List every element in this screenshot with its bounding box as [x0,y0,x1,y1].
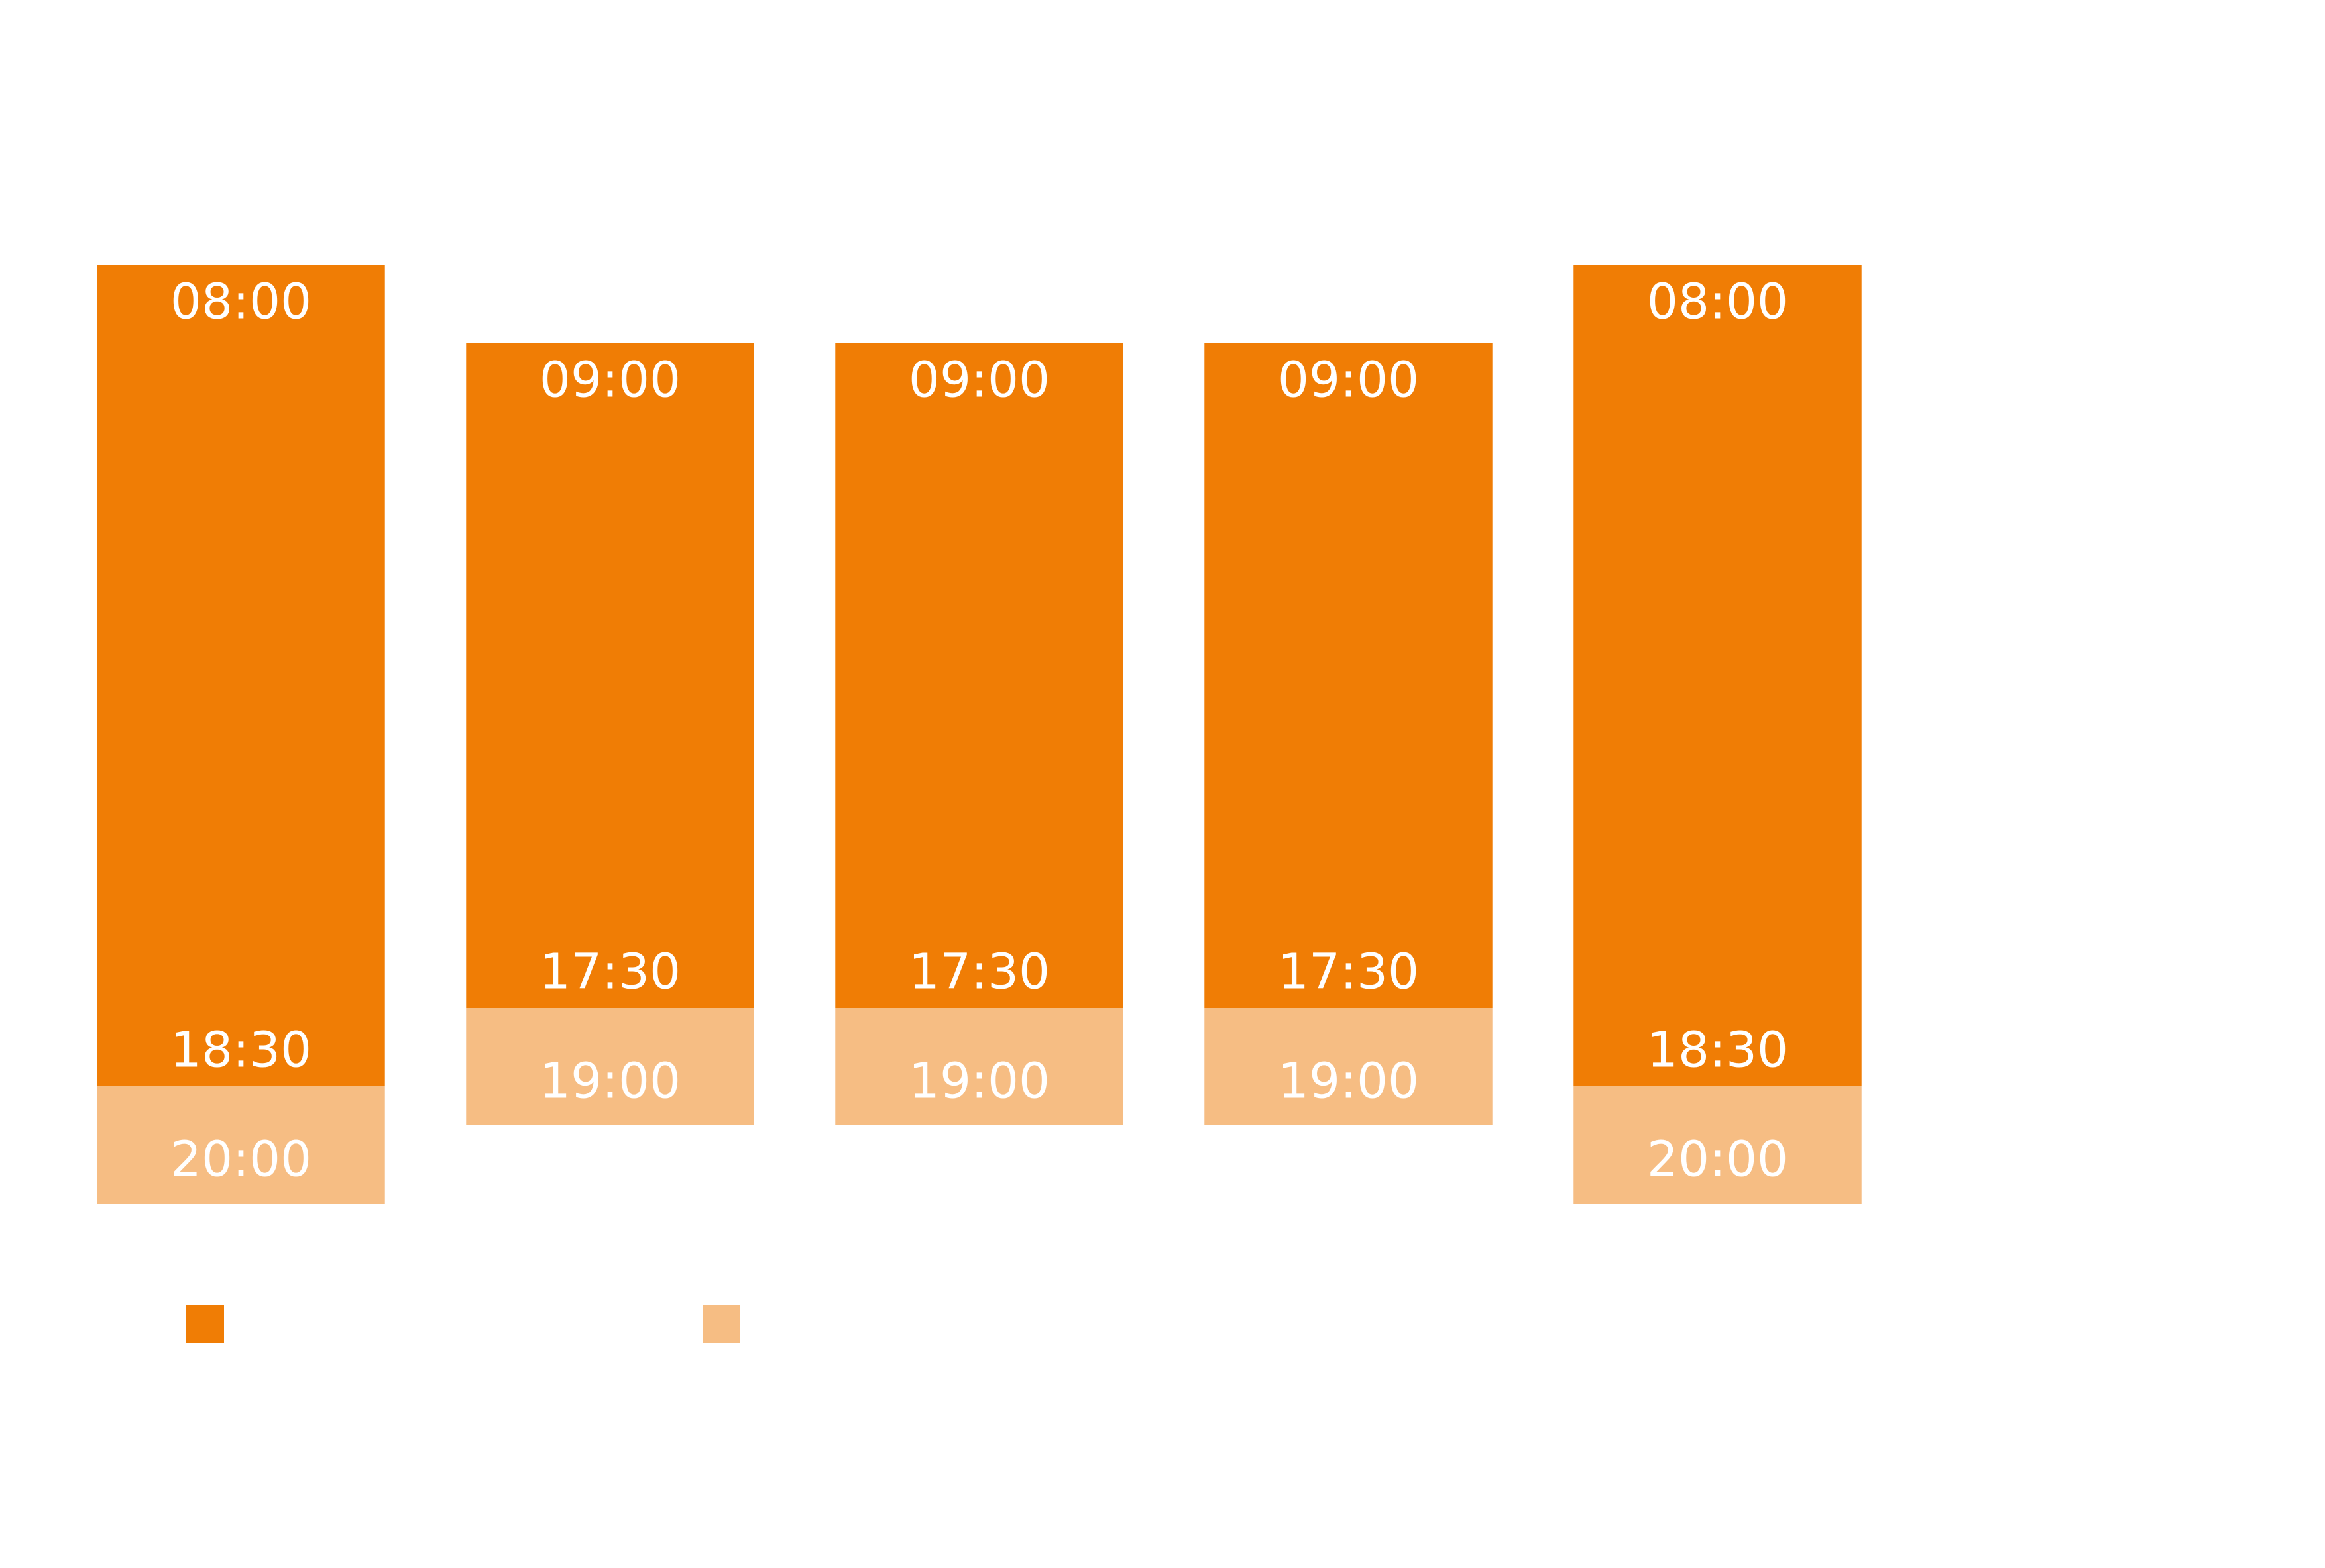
end-label: 17:30 [1278,944,1419,1001]
end-label: 18:30 [1647,1022,1788,1079]
end-label: 17:30 [539,944,681,1001]
extension-bar [1204,1008,1493,1125]
range-bar [835,343,1123,1008]
range-bar [466,343,754,1008]
start-label: 09:00 [1278,352,1419,409]
end-label: 17:30 [909,944,1050,1001]
range-bar [1204,343,1493,1008]
legend-swatch [703,1305,740,1343]
extension-label: 19:00 [539,1053,681,1110]
range-bar [97,265,385,1086]
start-label: 09:00 [539,352,681,409]
start-label: 08:00 [170,274,312,331]
legend-swatch [186,1305,224,1343]
end-label: 18:30 [170,1022,312,1079]
extension-bar [97,1086,385,1204]
start-label: 09:00 [909,352,1050,409]
extension-bar [1573,1086,1862,1204]
extension-bar [466,1008,754,1125]
start-label: 08:00 [1647,274,1788,331]
range-bar [1573,265,1862,1086]
extension-bar [835,1008,1123,1125]
extension-label: 19:00 [909,1053,1050,1110]
extension-label: 20:00 [1647,1131,1788,1188]
extension-label: 20:00 [170,1131,312,1188]
extension-label: 19:00 [1278,1053,1419,1110]
